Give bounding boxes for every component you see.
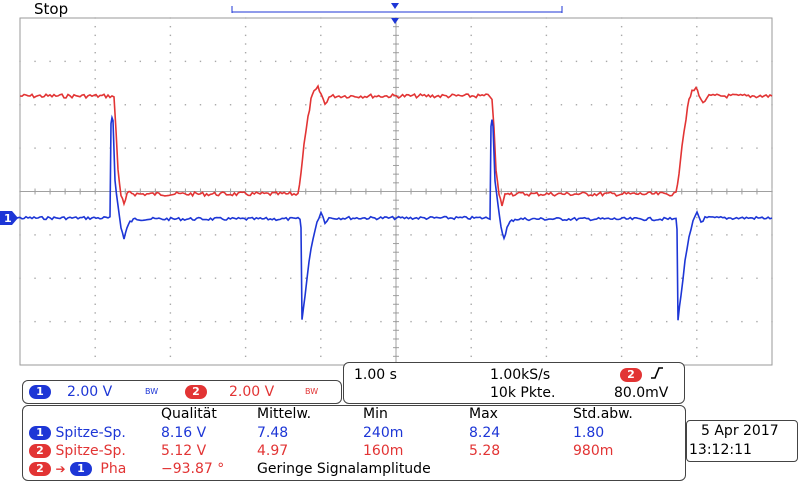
meas-row-1-std: 1.80 [573,425,605,441]
rising-edge-icon [650,366,664,384]
phase-from-badge: 2 [29,462,51,476]
acquisition-status: Stop [34,0,69,18]
meas-row-2-value: 5.12 V [161,443,207,459]
ch1-ground-marker[interactable]: 1 [0,211,18,225]
meas-row-2-std: 980m [573,443,614,459]
header-min: Min [363,406,388,422]
meas-row-1-min: 240m [363,425,404,441]
header-mean: Mittelw. [257,406,312,422]
meas-row-2-mean: 4.97 [257,443,289,459]
meas-row-2-badge: 2 [29,444,51,458]
record-length[interactable]: 10k Pkte. [490,385,556,401]
datetime-panel: 5 Apr 2017 13:12:11 [686,420,798,462]
arrow-right-icon: ➔ [55,462,66,476]
phase-note: Geringe Signalamplitude [257,461,431,477]
ch2-badge[interactable]: 2 [185,385,207,399]
phase-to-badge: 1 [69,462,92,476]
meas-row-2[interactable]: 2 Spitze-Sp. [29,443,126,459]
header-std: Std.abw. [573,406,633,422]
meas-row-1-value: 8.16 V [161,425,207,441]
meas-row-1-max: 8.24 [469,425,501,441]
ch2-bw-limit: BW [305,387,319,396]
header-quality: Qualität [161,406,217,422]
meas-row-2-name: Spitze-Sp. [55,443,126,459]
waveform-display: 1 [0,3,773,366]
trigger-position-indicator [231,3,563,24]
sample-rate: 1.00kS/s [490,367,551,383]
timebase-panel: 1.00 s 1.00kS/s 10k Pkte. 2 80.0mV [343,362,685,404]
phase-name: Pha [100,461,127,477]
ch1-scale[interactable]: 2.00 V [67,384,113,400]
phase-value: −93.87 ° [161,461,225,477]
header-max: Max [469,406,498,422]
meas-row-2-max: 5.28 [469,443,501,459]
measurement-panel: Qualität Mittelw. Min Max Std.abw. 1 Spi… [22,405,686,481]
meas-row-1-badge: 1 [29,426,51,440]
date-display: 5 Apr 2017 [701,423,779,439]
ch1-waveform [0,114,773,321]
time-per-div[interactable]: 1.00 s [354,367,397,383]
ch1-bw-limit: BW [145,387,159,396]
ch2-scale[interactable]: 2.00 V [229,384,275,400]
trigger-source-badge[interactable]: 2 [620,368,642,382]
meas-row-1[interactable]: 1 Spitze-Sp. [29,425,126,441]
meas-row-2-min: 160m [363,443,404,459]
ch1-marker-label: 1 [4,212,12,225]
channel-scale-panel: 1 2.00 V BW 2 2.00 V BW [22,380,342,404]
meas-row-phase[interactable]: 2 ➔ 1 Pha [29,461,126,477]
meas-row-1-mean: 7.48 [257,425,289,441]
time-display: 13:12:11 [689,442,752,458]
meas-row-1-name: Spitze-Sp. [55,425,126,441]
trigger-level[interactable]: 80.0mV [614,385,669,401]
graticule [19,17,773,365]
ch2-waveform [19,84,773,207]
ch1-badge[interactable]: 1 [29,385,51,399]
